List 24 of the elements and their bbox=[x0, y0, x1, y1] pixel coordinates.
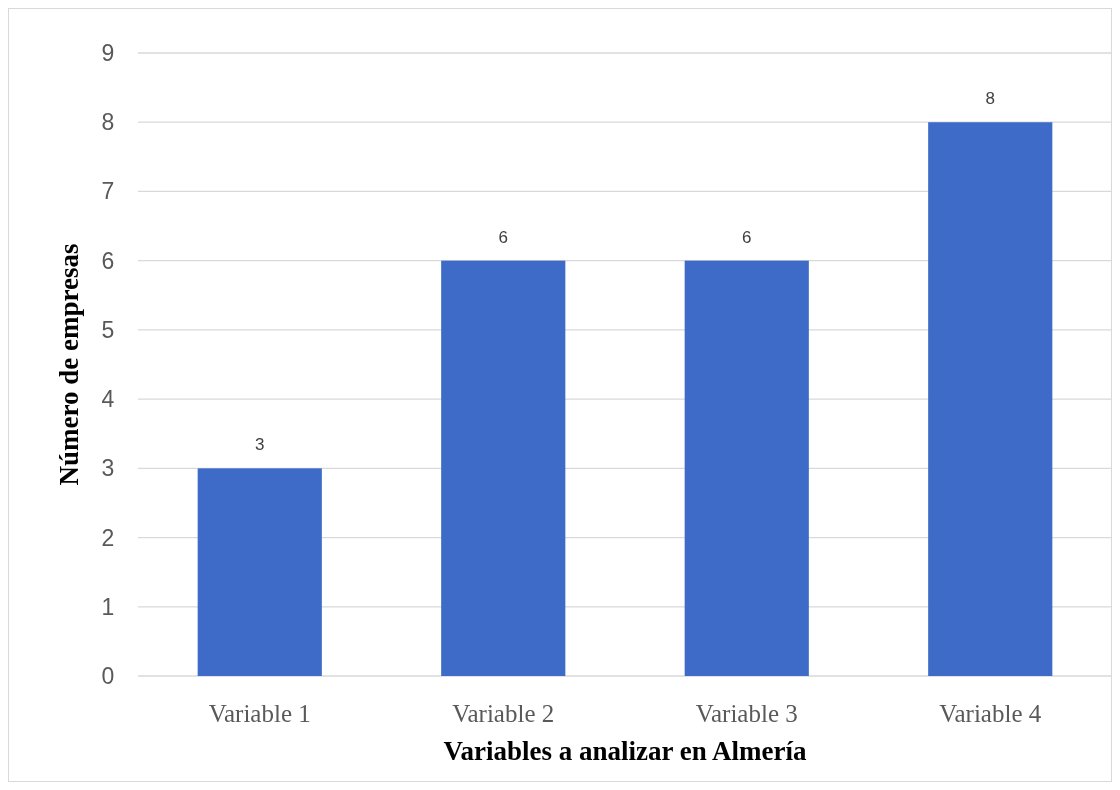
y-tick-label: 8 bbox=[101, 109, 115, 136]
x-tick-label: Variable 1 bbox=[208, 700, 311, 727]
x-tick-label: Variable 3 bbox=[695, 700, 798, 727]
x-tick-label: Variable 4 bbox=[939, 700, 1042, 727]
data-label: 6 bbox=[742, 227, 752, 247]
y-tick-label: 5 bbox=[101, 316, 115, 343]
bar bbox=[684, 260, 809, 676]
data-label: 6 bbox=[498, 227, 508, 247]
data-label: 8 bbox=[985, 89, 995, 109]
y-tick-label: 7 bbox=[101, 178, 115, 205]
x-tick-label: Variable 2 bbox=[452, 700, 555, 727]
y-tick-label: 2 bbox=[101, 524, 115, 551]
bar bbox=[928, 122, 1053, 676]
y-tick-label: 4 bbox=[101, 386, 115, 413]
y-tick-label: 1 bbox=[101, 593, 115, 620]
y-tick-label: 3 bbox=[101, 455, 115, 482]
data-label: 3 bbox=[255, 435, 265, 455]
bar bbox=[197, 468, 322, 676]
x-axis-title: Variables a analizar en Almería bbox=[443, 736, 807, 766]
y-axis-title: Número de empresas bbox=[54, 243, 84, 486]
bar bbox=[441, 260, 566, 676]
y-tick-label: 0 bbox=[101, 663, 115, 690]
y-tick-label: 9 bbox=[101, 40, 115, 67]
y-tick-label: 6 bbox=[101, 247, 115, 274]
